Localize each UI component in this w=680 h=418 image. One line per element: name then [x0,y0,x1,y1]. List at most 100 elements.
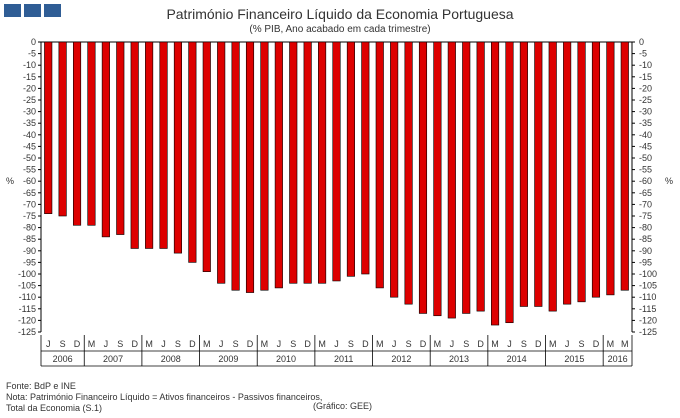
y-tick-label-right: -105 [639,281,657,291]
bar [44,41,53,214]
y-tick-label-right: -15 [639,72,652,82]
y-tick-label-left: -120 [18,315,36,325]
x-tick-label: S [463,339,469,349]
bar [375,41,384,289]
y-tick-label-right: -110 [639,292,656,302]
x-tick-label: D [189,339,196,349]
bar-chart: 0 0-5 -5-10 -10-15 -15-20 -20-25 -25-30 -30-35-… [6,37,673,367]
y-tick-label-left: -35 [23,118,36,128]
bar [332,41,341,282]
year-label: 2007 [103,354,123,364]
bar [58,41,67,217]
x-tick-label: S [406,339,412,349]
x-tick-label: M [549,339,557,349]
y-axis-unit-left: % [6,176,14,186]
x-tick-label: S [175,339,181,349]
y-tick-label-right: -30 [639,107,652,117]
y-tick-label-right: -75 [639,211,652,221]
bar [260,41,269,291]
y-tick-label-right: -5 [639,49,647,59]
bar [303,41,312,284]
chart-title: Património Financeiro Líquido da Economi… [166,6,514,22]
y-axis-unit-right: % [665,176,673,186]
x-tick-label: D [362,339,369,349]
bar [173,41,182,254]
x-tick-label: S [117,339,123,349]
x-tick-label: J [565,339,570,349]
y-tick-label-left: -70 [23,199,36,209]
bar [519,41,528,307]
y-tick-label-right: -60 [639,176,652,186]
bar [606,41,615,296]
year-label: 2016 [608,354,628,364]
y-tick-label-right: -90 [639,246,652,256]
x-tick-label: D [477,339,484,349]
bar [563,41,572,305]
year-label: 2011 [334,354,353,364]
x-tick-label: S [290,339,296,349]
y-tick-label-right: -55 [639,165,652,175]
bar [534,41,543,307]
y-tick-label-right: 0 [639,37,644,47]
y-tick-label-right: -50 [639,153,652,163]
y-tick-label-left: -105 [18,281,36,291]
x-tick-label: M [261,339,269,349]
y-tick-label-left: -65 [23,188,36,198]
y-tick-label-right: -80 [639,223,652,233]
y-tick-label-right: -65 [639,188,652,198]
x-tick-label: M [434,339,442,349]
x-tick-label: D [304,339,311,349]
y-tick-label-right: -45 [639,141,652,151]
y-tick-label-right: -70 [639,199,652,209]
y-tick-label-left: -75 [23,211,36,221]
bar [491,41,500,326]
chart-subtitle: (% PIB, Ano acabado em cada trimestre) [249,24,431,35]
y-tick-label-left: -25 [23,95,36,105]
bar [476,41,485,312]
y-tick-label-left: -90 [23,246,36,256]
chart-notes: Fonte: BdP e INE Nota: Património Financ… [6,381,322,414]
year-label: 2015 [564,354,584,364]
y-tick-label-left: -20 [23,83,36,93]
bar [188,41,197,263]
y-tick-label-left: -30 [23,107,36,117]
x-tick-label: D [535,339,542,349]
bar [433,41,442,317]
bar [462,41,471,314]
y-tick-label-right: -25 [639,95,652,105]
bar [130,41,139,249]
x-tick-label: D [593,339,600,349]
bar [245,41,255,293]
y-tick-label-right: -100 [639,269,657,279]
x-tick-label: M [203,339,211,349]
chart-credit: (Gráfico: GEE) [313,401,373,411]
x-tick-label: M [376,339,384,349]
y-tick-label-left: -40 [23,130,36,140]
bar [145,41,154,249]
x-tick-label: D [247,339,254,349]
bar [87,41,96,226]
x-tick-label: S [233,339,239,349]
year-label: 2013 [449,354,469,364]
y-tick-label-left: -45 [23,141,36,151]
year-label: 2009 [218,354,238,364]
x-tick-label: M [318,339,326,349]
note-text: Nota: Património Financeiro Líquido = At… [6,392,323,402]
y-tick-label-right: -10 [639,60,652,70]
x-tick-label: D [74,339,81,349]
note-text-continued: Total da Economia (S.1) [6,403,103,413]
bar [231,41,240,291]
y-tick-label-left: -50 [23,153,36,163]
bar [418,41,428,314]
year-label: 2008 [161,354,181,364]
x-tick-label: S [521,339,527,349]
y-tick-label-left: -15 [23,72,36,82]
year-label: 2014 [507,354,527,364]
x-tick-label: D [420,339,427,349]
bar [591,41,601,298]
x-tick-label: J [392,339,397,349]
bar [101,41,110,238]
brand-logo [4,4,61,17]
logo-block [4,4,21,17]
y-tick-label-right: -35 [639,118,652,128]
